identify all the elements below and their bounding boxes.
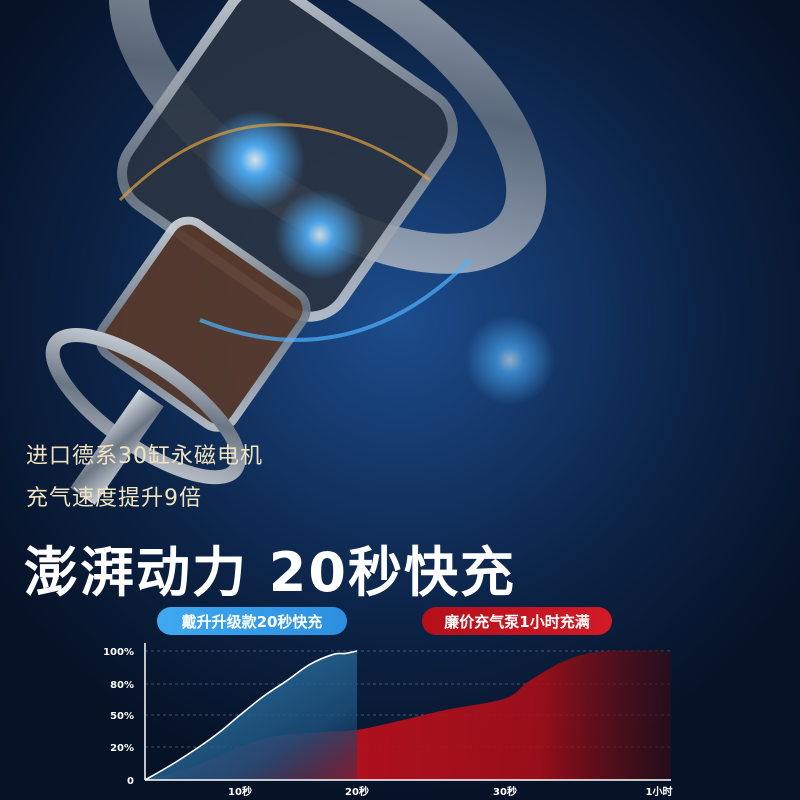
main-headline: 澎湃动力 20秒快充 [24, 541, 516, 604]
feature-motor: 进口德系30缸永磁电机 [26, 444, 263, 469]
x-tick-label: 30秒 [493, 785, 517, 798]
feature-speed: 充气速度提升9倍 [26, 486, 202, 511]
y-tick-label: 80% [110, 680, 134, 691]
legend-cheap-pump: 廉价充气泵1小时充满 [422, 607, 612, 635]
y-tick-label: 50% [110, 711, 134, 722]
y-tick-label: 20% [110, 743, 134, 754]
x-tick-label: 10秒 [228, 785, 252, 798]
series-line-fast [144, 650, 358, 781]
x-tick-label: 20秒 [345, 785, 369, 798]
x-tick-label: 1小时 [646, 785, 673, 798]
legend-fast-pump: 戴升升级款20秒快充 [157, 607, 347, 635]
y-tick-label: 100% [103, 647, 134, 658]
y-tick-label: 0 [127, 776, 134, 787]
